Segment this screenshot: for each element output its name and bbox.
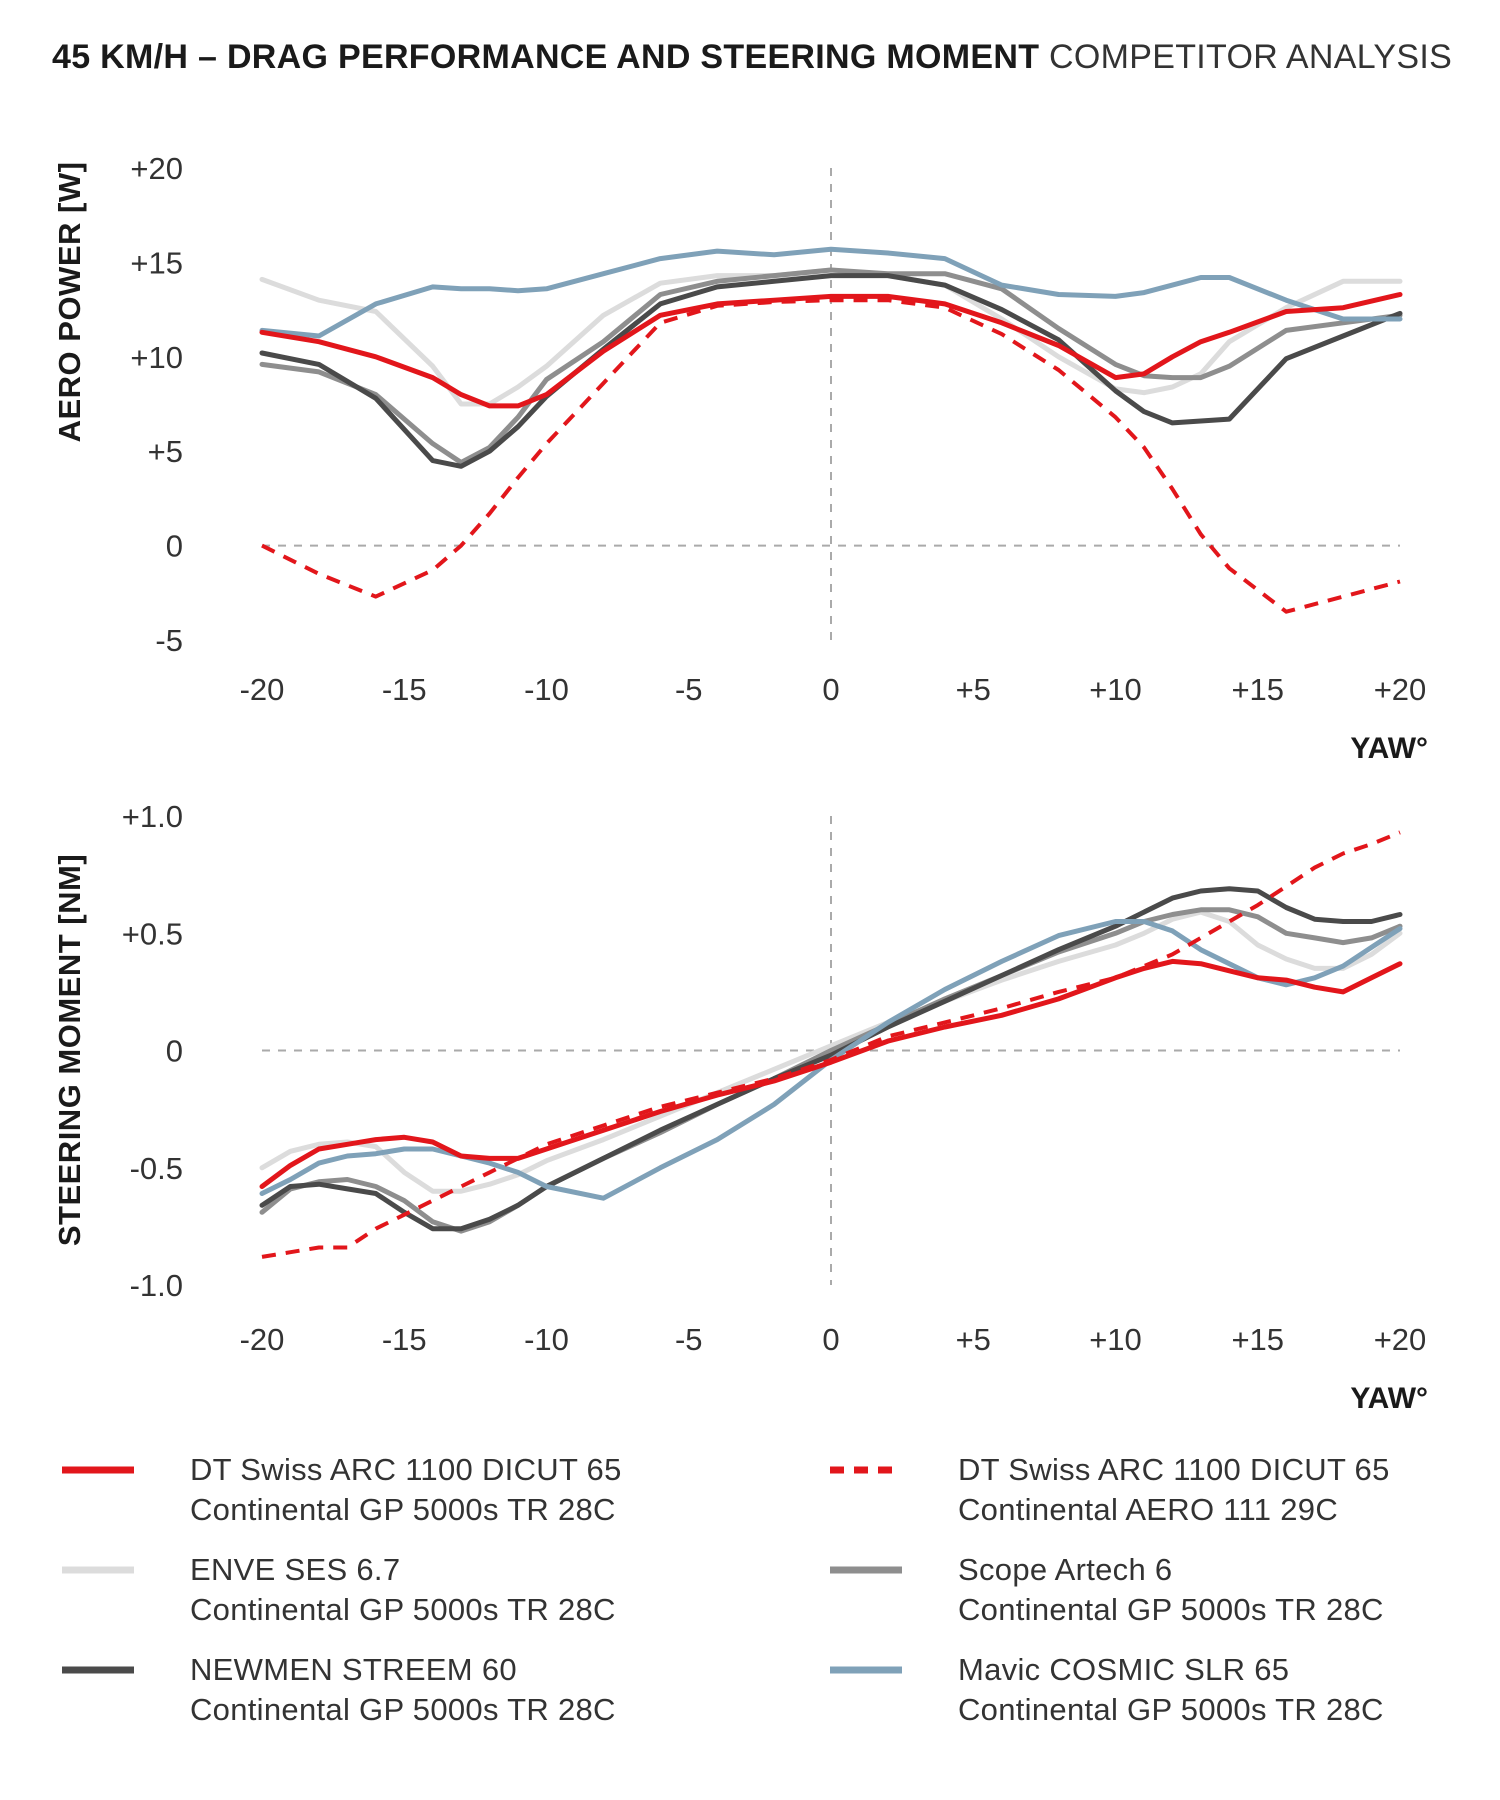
y-tick-label: 0	[166, 529, 183, 564]
series-line	[259, 267, 1403, 465]
x-tick-label: -15	[382, 672, 427, 707]
legend-label-line2: Continental GP 5000s TR 28C	[190, 1592, 616, 1627]
legend-swatch	[62, 1466, 134, 1474]
legend-label-line1: DT Swiss ARC 1100 DICUT 65	[958, 1452, 1390, 1487]
legend-swatch	[62, 1566, 134, 1574]
legend-swatch	[62, 1666, 134, 1674]
x-tick-label: +15	[1231, 672, 1284, 707]
legend-swatch	[830, 1666, 902, 1674]
chart-2: +1.0 +0.5 0 -0.5 -1.0 -20 -15 -10 -5 0 +5 +10 +15 +20…	[52, 799, 1428, 1415]
x-tick-label: 0	[822, 672, 839, 707]
legend-label-line2: Continental GP 5000s TR 28C	[190, 1492, 616, 1527]
legend: DT Swiss ARC 1100 DICUT 65 Continental GP…	[0, 1450, 1500, 1770]
page-title-light: COMPETITOR ANALYSIS	[1049, 38, 1453, 76]
y-tick-label: +5	[148, 434, 183, 469]
y-axis-title: STEERING MOMENT [NM]	[52, 854, 87, 1246]
x-tick-label: -5	[675, 672, 703, 707]
legend-item: DT Swiss ARC 1100 DICUT 65 Continental GP…	[60, 1450, 622, 1530]
legend-label-line1: NEWMEN STREEM 60	[190, 1652, 517, 1687]
y-tick-label: -5	[155, 623, 183, 658]
series-line	[259, 273, 1403, 469]
legend-label-line2: Continental GP 5000s TR 28C	[190, 1692, 616, 1727]
x-tick-label: +5	[956, 672, 991, 707]
x-tick-label: +15	[1231, 1322, 1284, 1357]
x-tick-label: +20	[1374, 1322, 1427, 1357]
series-line	[259, 909, 1403, 1194]
y-tick-label: +1.0	[122, 799, 183, 834]
y-tick-label: +15	[130, 245, 183, 280]
legend-label-line1: DT Swiss ARC 1100 DICUT 65	[190, 1452, 622, 1487]
legend-label: DT Swiss ARC 1100 DICUT 65 Continental GP…	[190, 1450, 622, 1530]
page-title-bold: 45 KM/H – DRAG PERFORMANCE AND STEERING …	[52, 38, 1040, 76]
legend-label: NEWMEN STREEM 60 Continental GP 5000s TR …	[190, 1650, 616, 1730]
series-line	[259, 246, 1403, 339]
x-tick-label: +5	[956, 1322, 991, 1357]
legend-item: ENVE SES 6.7 Continental GP 5000s TR 28C	[60, 1550, 616, 1630]
page-title: 45 KM/H – DRAG PERFORMANCE AND STEERING …	[52, 38, 1452, 77]
legend-item: DT Swiss ARC 1100 DICUT 65 Continental AE…	[828, 1450, 1390, 1530]
x-tick-label: +10	[1089, 672, 1142, 707]
y-tick-label: 0	[166, 1034, 183, 1069]
x-tick-label: -10	[524, 1322, 569, 1357]
x-tick-label: +10	[1089, 1322, 1142, 1357]
x-tick-label: 0	[822, 1322, 839, 1357]
legend-label: Scope Artech 6 Continental GP 5000s TR 28…	[958, 1550, 1384, 1630]
legend-item: NEWMEN STREEM 60 Continental GP 5000s TR …	[60, 1650, 616, 1730]
series-line	[259, 886, 1403, 1232]
x-tick-label: -5	[675, 1322, 703, 1357]
legend-label: ENVE SES 6.7 Continental GP 5000s TR 28C	[190, 1550, 616, 1630]
legend-swatch	[830, 1566, 902, 1574]
x-tick-label: -20	[240, 672, 285, 707]
series-line	[259, 907, 1403, 1234]
x-axis-title: YAW°	[1350, 732, 1428, 765]
series-line	[259, 292, 1403, 409]
y-tick-label: +0.5	[122, 916, 183, 951]
legend-label-line1: Mavic COSMIC SLR 65	[958, 1652, 1290, 1687]
legend-label-line2: Continental GP 5000s TR 28C	[958, 1592, 1384, 1627]
x-axis-title: YAW°	[1350, 1382, 1428, 1415]
series-line	[261, 298, 1401, 614]
legend-item: Mavic COSMIC SLR 65 Continental GP 5000s …	[828, 1650, 1384, 1730]
y-axis-title: AERO POWER [W]	[52, 162, 87, 443]
x-tick-label: -20	[240, 1322, 285, 1357]
legend-label-line2: Continental GP 5000s TR 28C	[958, 1692, 1384, 1727]
series-line	[259, 958, 1403, 1189]
y-tick-label: +20	[130, 151, 183, 186]
charts-canvas: +20 +15 +10 +5 0 -5 -20 -15 -10 -5 0 +5 +10 +15 +20 AER…	[52, 151, 1428, 1415]
legend-label-line1: Scope Artech 6	[958, 1552, 1173, 1587]
legend-label: DT Swiss ARC 1100 DICUT 65 Continental AE…	[958, 1450, 1390, 1530]
x-tick-label: -10	[524, 672, 569, 707]
x-tick-label: +20	[1374, 672, 1427, 707]
series-line	[261, 830, 1401, 1259]
legend-label: Mavic COSMIC SLR 65 Continental GP 5000s …	[958, 1650, 1384, 1730]
legend-item: Scope Artech 6 Continental GP 5000s TR 28…	[828, 1550, 1384, 1630]
legend-swatch	[830, 1466, 902, 1474]
legend-label-line1: ENVE SES 6.7	[190, 1552, 401, 1587]
y-tick-label: -0.5	[130, 1151, 183, 1186]
y-tick-label: -1.0	[130, 1268, 183, 1303]
y-tick-label: +10	[130, 340, 183, 375]
chart-1: +20 +15 +10 +5 0 -5 -20 -15 -10 -5 0 +5 +10 +15 +20 AER…	[52, 151, 1428, 765]
x-tick-label: -15	[382, 1322, 427, 1357]
legend-label-line2: Continental AERO 111 29C	[958, 1492, 1339, 1527]
